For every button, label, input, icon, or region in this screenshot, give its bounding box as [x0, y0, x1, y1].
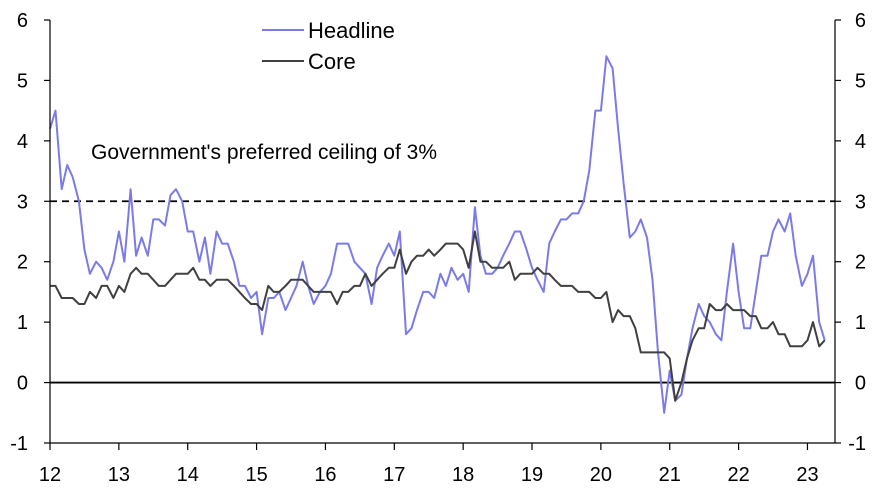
- y-tick-label-right: 0: [855, 373, 866, 395]
- x-tick-label: 12: [39, 464, 61, 486]
- legend-label-headline: Headline: [308, 18, 395, 43]
- x-tick-label: 14: [177, 464, 199, 486]
- y-tick-label-right: 3: [855, 191, 866, 213]
- plot-area: [49, 55, 835, 414]
- y-tick-label-right: -1: [848, 433, 866, 455]
- legend: Headline Core: [262, 18, 395, 74]
- x-tick-label: 22: [727, 464, 749, 486]
- x-tick-label: 23: [796, 464, 818, 486]
- x-tick-label: 20: [590, 464, 612, 486]
- y-tick-label-left: 6: [17, 10, 28, 32]
- y-tick-label-right: 2: [855, 252, 866, 274]
- x-tick-label: 21: [659, 464, 681, 486]
- y-tick-label-right: 1: [855, 312, 866, 334]
- x-tick-label: 13: [108, 464, 130, 486]
- series-layer: [49, 55, 826, 414]
- y-tick-label-left: 3: [17, 191, 28, 213]
- y-tick-label-left: 2: [17, 252, 28, 274]
- series-line-headline: [49, 55, 826, 414]
- y-tick-label-left: -1: [10, 433, 28, 455]
- legend-label-core: Core: [308, 49, 356, 74]
- x-tick-label: 19: [521, 464, 543, 486]
- y-tick-label-left: 4: [17, 131, 28, 153]
- x-tick-label: 16: [314, 464, 336, 486]
- series-line-core: [50, 230, 826, 402]
- y-tick-label-left: 5: [17, 70, 28, 92]
- y-tick-label-right: 6: [855, 10, 866, 32]
- x-tick-label: 18: [452, 464, 474, 486]
- ceiling-annotation: Government's preferred ceiling of 3%: [91, 141, 437, 164]
- x-tick-label: 15: [245, 464, 267, 486]
- x-tick-label: 17: [383, 464, 405, 486]
- y-tick-label-right: 5: [855, 70, 866, 92]
- y-tick-label-left: 1: [17, 312, 28, 334]
- y-tick-label-right: 4: [855, 131, 866, 153]
- y-tick-label-left: 0: [17, 373, 28, 395]
